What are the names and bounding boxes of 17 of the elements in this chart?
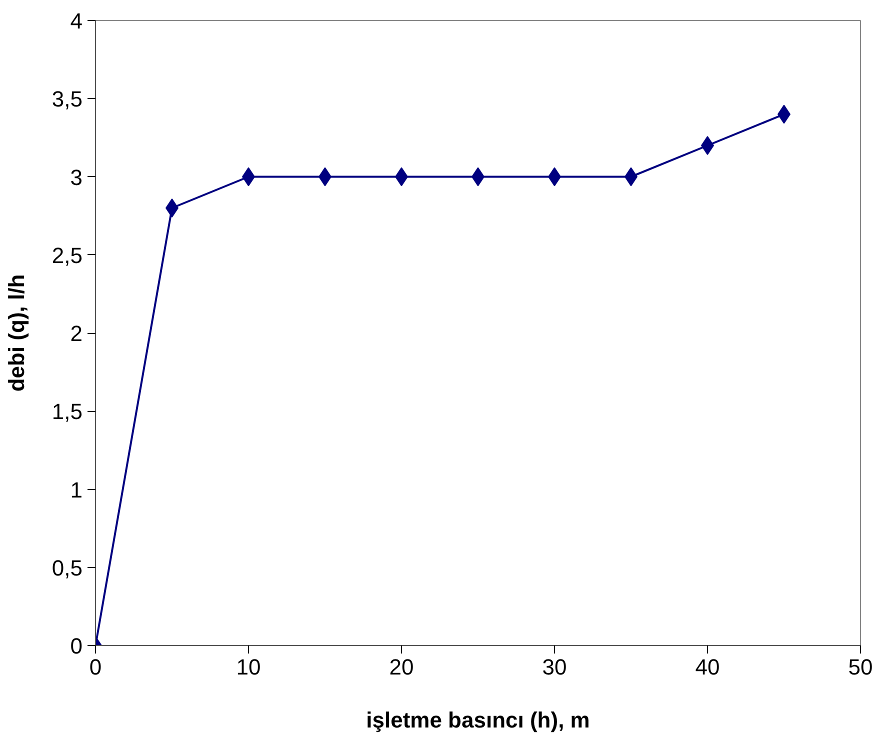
y-tick-label: 3,5	[52, 86, 83, 112]
x-tick-label: 20	[389, 654, 414, 680]
x-tick-label: 10	[236, 654, 261, 680]
y-tick-label: 2,5	[52, 242, 83, 268]
y-tick-label: 2	[70, 321, 83, 346]
x-tick-label: 0	[89, 654, 102, 680]
y-tick-label: 0,5	[52, 555, 83, 580]
y-tick-label: 0	[70, 634, 83, 658]
x-tick-label: 50	[848, 654, 873, 680]
y-tick-label: 1	[70, 477, 83, 502]
y-tick-label: 3	[70, 164, 83, 190]
y-tick-label: 1,5	[52, 399, 83, 424]
x-tick-label: 30	[542, 654, 567, 680]
y-tick-label: 4	[70, 8, 83, 34]
y-axis-title: debi (q), l/h	[4, 274, 29, 392]
x-tick-label: 40	[695, 654, 720, 680]
x-axis-title: işletme basıncı (h), m	[366, 708, 590, 732]
